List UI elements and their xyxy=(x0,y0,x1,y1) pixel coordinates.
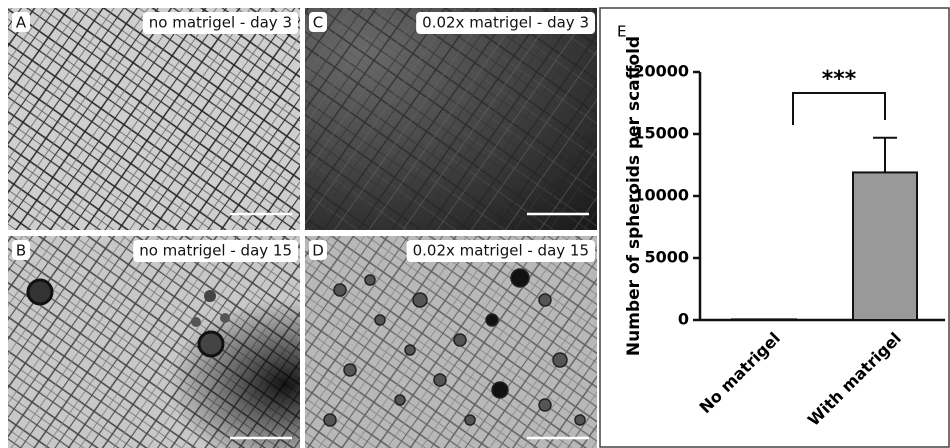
scale-bars xyxy=(230,212,589,440)
bar xyxy=(852,171,918,321)
letter-box xyxy=(12,12,30,32)
panel-d xyxy=(305,236,597,448)
label-box xyxy=(406,240,595,262)
panel-a xyxy=(8,8,300,230)
panel-label: no matrigel - day 15 xyxy=(139,242,292,260)
y-tick-label: 15000 xyxy=(633,124,689,143)
panel-letter: C xyxy=(313,14,323,32)
panel-c xyxy=(305,8,597,230)
x-tick-label: No matrigel xyxy=(695,329,784,418)
panel-label: 0.02x matrigel - day 3 xyxy=(422,14,589,32)
panel-label: no matrigel - day 3 xyxy=(149,14,292,32)
panel-letter: D xyxy=(312,242,324,260)
label-box xyxy=(142,12,298,34)
y-tick-label: 0 xyxy=(678,310,689,329)
panel-letter: E xyxy=(617,23,626,41)
letter-box xyxy=(12,240,30,260)
y-axis-label: Number of spheroids per scaffold xyxy=(624,36,644,356)
label-box xyxy=(416,12,595,34)
x-tick-label: With matrigel xyxy=(804,329,905,430)
panel-letter: B xyxy=(16,242,26,260)
significance-bracket xyxy=(792,92,886,125)
chart-frame xyxy=(599,7,950,448)
y-tick-label: 20000 xyxy=(633,62,689,81)
label-box xyxy=(133,240,298,262)
panel-b xyxy=(8,236,300,448)
letter-box xyxy=(309,12,327,32)
error-bar xyxy=(873,136,897,173)
panel-label: 0.02x matrigel - day 15 xyxy=(413,242,589,260)
chart: *** Number of spheroids per scaffold E 0… xyxy=(617,23,945,430)
letter-box xyxy=(309,240,327,260)
bar xyxy=(731,318,797,322)
significance: *** xyxy=(822,67,857,92)
y-tick-label: 10000 xyxy=(633,186,689,205)
panel-letter: A xyxy=(16,14,27,32)
y-tick-label: 5000 xyxy=(644,248,689,267)
